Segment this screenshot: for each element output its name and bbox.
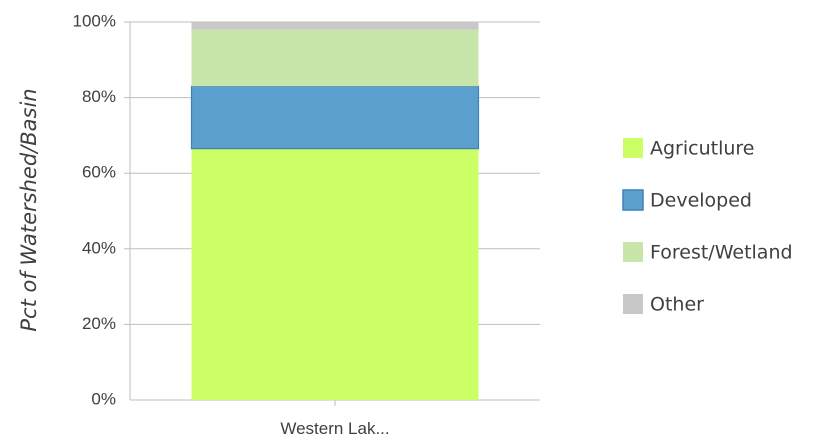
y-axis-label: Pct of Watershed/Basin	[17, 88, 41, 331]
legend-swatch-developed	[622, 189, 644, 211]
x-tick-labels: Western Lak...	[280, 400, 390, 438]
bar-segment-developed	[190, 85, 480, 150]
y-tick-labels: 0% 20% 40% 60% 80% 100%	[73, 11, 116, 408]
y-tick-label: 40%	[82, 238, 116, 257]
bars	[190, 22, 480, 400]
bar-segment-agricutlure	[191, 148, 479, 400]
legend-label-forest-wetland: Forest/Wetland	[650, 242, 793, 264]
legend: Agricutlure Developed Forest/Wetland Other	[622, 138, 793, 316]
bar-segment-other	[191, 22, 479, 30]
y-tick-label: 0%	[91, 389, 116, 408]
bar-segment-forest-wetland	[191, 29, 479, 87]
y-tick-label: 60%	[82, 163, 116, 182]
y-tick-label: 100%	[73, 11, 116, 30]
legend-label-agricutlure: Agricutlure	[650, 138, 755, 160]
y-tick-label: 20%	[82, 314, 116, 333]
legend-swatch-agricutlure	[623, 138, 643, 158]
legend-label-developed: Developed	[650, 190, 752, 212]
legend-label-other: Other	[650, 294, 704, 316]
x-tick-label: Western Lak...	[280, 419, 389, 438]
y-tick-label: 80%	[82, 87, 116, 106]
legend-swatch-forest-wetland	[623, 242, 643, 262]
legend-swatch-other	[623, 294, 643, 314]
